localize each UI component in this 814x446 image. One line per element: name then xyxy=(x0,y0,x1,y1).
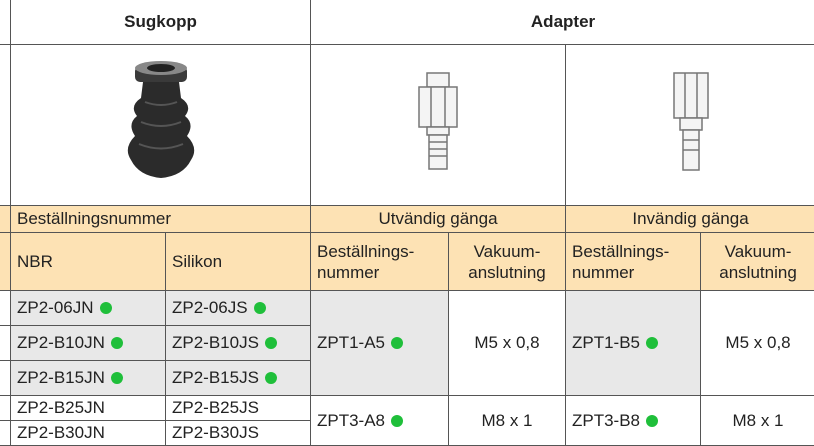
subheader-cell: Invändig gänga xyxy=(566,206,814,233)
stock-dot xyxy=(646,337,658,349)
cell: ZP2-B10JN xyxy=(11,326,166,361)
cell-text: ZP2-06JN xyxy=(17,298,94,317)
cell: ZP2-B15JN xyxy=(11,361,166,396)
cell-text: ZP2-B15JS xyxy=(172,368,259,387)
image-cell xyxy=(11,45,311,206)
cell-text: ZP2-B10JS xyxy=(172,333,259,352)
cell-text: ZP2-B15JN xyxy=(17,368,105,387)
image-cell xyxy=(566,45,814,206)
stock-dot xyxy=(265,337,277,349)
column-header: NBR xyxy=(11,233,166,291)
column-header: Vakuum- anslutning xyxy=(701,233,814,291)
column-header: Beställnings- nummer xyxy=(311,233,449,291)
cell: M5 x 0,8 xyxy=(701,291,814,396)
subheader-cell: Beställningsnummer xyxy=(11,206,311,233)
cell: ZP2-B15JS xyxy=(166,361,311,396)
adapter-image xyxy=(413,68,463,178)
image-cell xyxy=(311,45,566,206)
cell-text: ZPT3-B8 xyxy=(572,411,640,430)
cell: ZP2-B30JN xyxy=(11,421,166,446)
column-header: Silikon xyxy=(166,233,311,291)
cell: M8 x 1 xyxy=(701,396,814,446)
cell: ZP2-06JN xyxy=(11,291,166,326)
cell: ZPT1-A5 xyxy=(311,291,449,396)
stock-dot xyxy=(254,302,266,314)
cell-text: ZPT1-A5 xyxy=(317,333,385,352)
suction-cup-image xyxy=(121,58,201,188)
header-cell: Sugkopp xyxy=(11,0,311,45)
column-header: Beställnings- nummer xyxy=(566,233,701,291)
stock-dot xyxy=(111,337,123,349)
cell-text: ZPT1-B5 xyxy=(572,333,640,352)
subheader-cell: Utvändig gänga xyxy=(311,206,566,233)
header-cell: Adapter xyxy=(311,0,814,45)
stock-dot xyxy=(100,302,112,314)
cell: ZPT3-B8 xyxy=(566,396,701,446)
stock-dot xyxy=(265,372,277,384)
cell-text: ZP2-B10JN xyxy=(17,333,105,352)
cell-text: ZP2-06JS xyxy=(172,298,248,317)
column-header: Vakuum- anslutning xyxy=(449,233,566,291)
stock-dot xyxy=(391,415,403,427)
stock-dot xyxy=(646,415,658,427)
cell: ZPT1-B5 xyxy=(566,291,701,396)
cell: M8 x 1 xyxy=(449,396,566,446)
stock-dot xyxy=(391,337,403,349)
cell: ZP2-B30JS xyxy=(166,421,311,446)
cell: ZP2-B25JN xyxy=(11,396,166,421)
adapter-image xyxy=(666,68,716,178)
cell: ZP2-B10JS xyxy=(166,326,311,361)
cell: ZP2-06JS xyxy=(166,291,311,326)
stock-dot xyxy=(111,372,123,384)
cell: ZPT3-A8 xyxy=(311,396,449,446)
cell: M5 x 0,8 xyxy=(449,291,566,396)
cell-text: ZPT3-A8 xyxy=(317,411,385,430)
cell: ZP2-B25JS xyxy=(166,396,311,421)
